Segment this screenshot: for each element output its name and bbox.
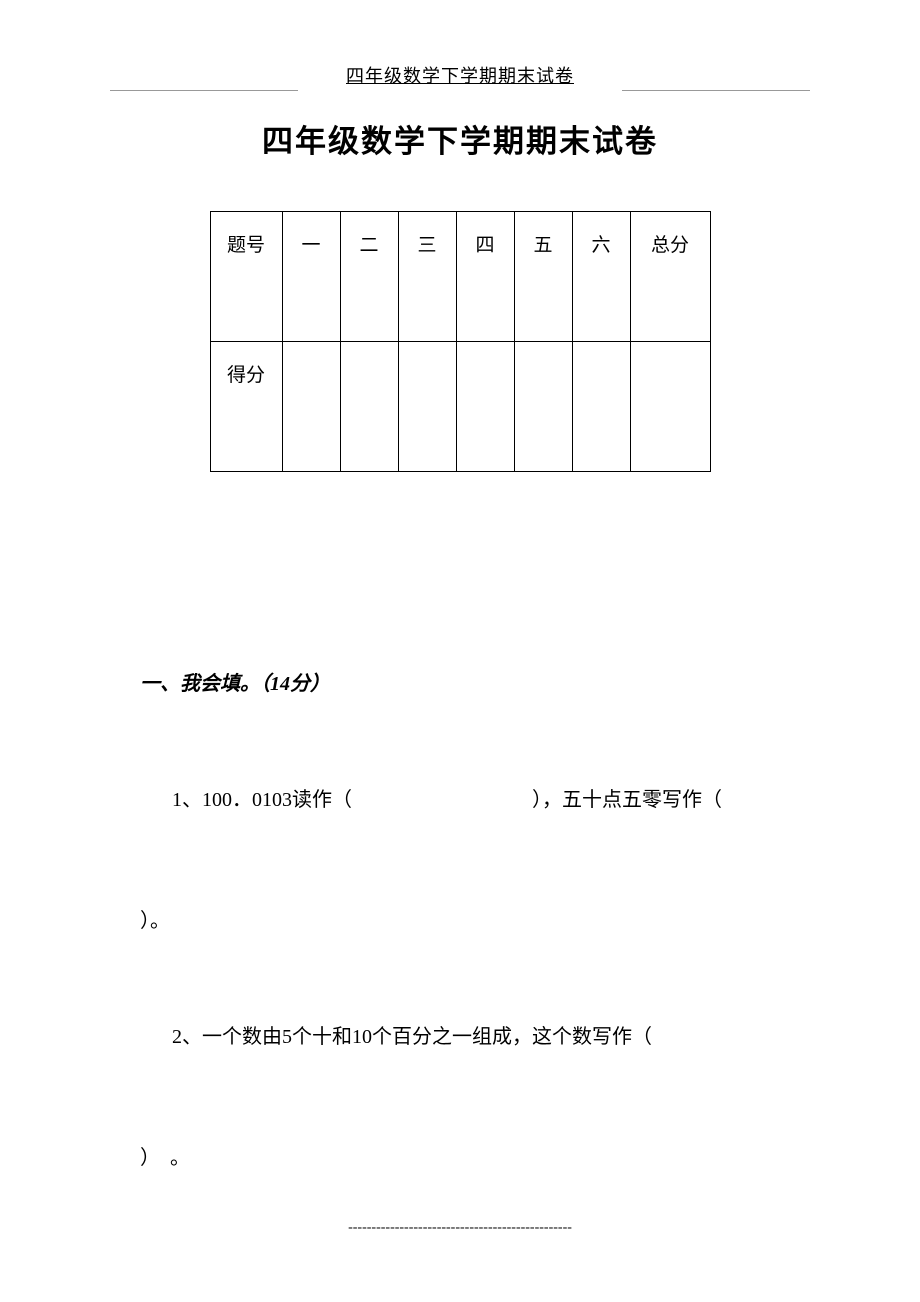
header-label-cell: 题号 [210, 212, 282, 342]
question-1: 1、100．0103读作（ ），五十点五零写作（ [172, 784, 810, 816]
table-header-row: 题号 一 二 三 四 五 六 总分 [210, 212, 710, 342]
header-rule-right [622, 90, 810, 91]
document-title: 四年级数学下学期期末试卷 [0, 116, 920, 161]
score-cell-5 [514, 342, 572, 472]
header-col-6: 六 [572, 212, 630, 342]
score-cell-6 [572, 342, 630, 472]
question-2: 2、一个数由5个十和10个百分之一组成，这个数写作（ [172, 1021, 810, 1053]
question-1-closing: ）。 [140, 904, 920, 933]
table-score-row: 得分 [210, 342, 710, 472]
score-cell-2 [340, 342, 398, 472]
header-col-5: 五 [514, 212, 572, 342]
score-cell-4 [456, 342, 514, 472]
header-col-3: 三 [398, 212, 456, 342]
header-col-1: 一 [282, 212, 340, 342]
header-col-total: 总分 [630, 212, 710, 342]
score-cell-1 [282, 342, 340, 472]
score-cell-3 [398, 342, 456, 472]
running-header: 四年级数学下学期期末试卷 [0, 0, 920, 88]
score-table: 题号 一 二 三 四 五 六 总分 得分 [210, 211, 711, 472]
score-label-cell: 得分 [210, 342, 282, 472]
header-col-2: 二 [340, 212, 398, 342]
header-rule-left [110, 90, 298, 91]
footer-dashes: ----------------------------------------… [348, 1220, 572, 1236]
section-1-heading: 一、我会填。（14分） [140, 667, 920, 696]
question-2-closing: ） 。 [140, 1141, 920, 1170]
header-col-4: 四 [456, 212, 514, 342]
score-cell-total [630, 342, 710, 472]
